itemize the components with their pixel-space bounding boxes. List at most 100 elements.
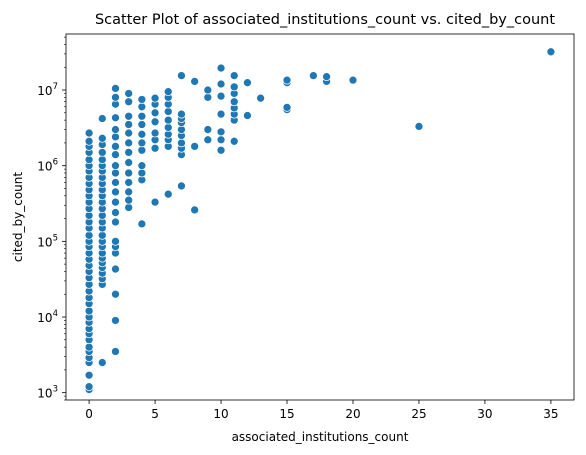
data-point	[229, 71, 239, 80]
data-point	[84, 155, 94, 165]
data-point	[111, 236, 120, 246]
data-point	[84, 306, 94, 316]
data-point	[216, 127, 226, 137]
data-point	[216, 135, 226, 145]
data-point	[84, 370, 94, 380]
data-point	[163, 107, 173, 116]
y-tick-base: 10	[37, 235, 52, 249]
y-axis-label: cited_by_count	[11, 172, 25, 263]
data-point	[111, 187, 120, 197]
y-tick-base: 10	[37, 387, 52, 401]
data-point	[229, 82, 239, 92]
data-point	[124, 203, 134, 212]
x-tick-label: 30	[477, 407, 492, 421]
x-tick-label: 25	[411, 407, 426, 421]
plot-area	[66, 34, 574, 400]
data-point	[137, 111, 147, 121]
data-point	[137, 161, 147, 171]
data-point	[97, 114, 107, 123]
data-point	[97, 231, 107, 240]
data-point	[216, 109, 226, 119]
data-point	[124, 158, 134, 167]
data-point	[97, 148, 107, 157]
y-tick-label: 106	[37, 158, 58, 174]
data-point	[111, 217, 120, 227]
data-point	[163, 115, 173, 125]
data-point	[84, 231, 94, 240]
data-point	[137, 168, 147, 178]
data-point	[124, 120, 134, 129]
data-point	[137, 138, 147, 148]
data-point	[256, 93, 265, 103]
data-point	[124, 187, 134, 197]
data-point	[124, 168, 134, 178]
y-tick-exponent: 5	[53, 233, 58, 243]
y-tick-base: 10	[37, 160, 52, 174]
data-point	[124, 138, 134, 148]
data-point	[309, 71, 318, 80]
data-point	[216, 63, 226, 73]
data-point	[111, 197, 120, 207]
x-axis: 0 5 10 15 20 25 30 35	[85, 400, 559, 421]
data-point	[111, 84, 120, 93]
data-point	[348, 75, 358, 85]
data-point	[124, 111, 134, 121]
data-point	[243, 78, 252, 88]
data-point	[137, 102, 147, 112]
data-point	[124, 178, 134, 187]
data-point	[150, 117, 160, 127]
y-tick-base: 10	[37, 84, 52, 98]
y-tick-label: 107	[37, 82, 58, 98]
data-point	[150, 93, 160, 103]
data-point	[177, 109, 186, 119]
data-point	[203, 125, 213, 134]
data-point	[546, 47, 556, 57]
data-points	[84, 47, 556, 394]
data-point	[163, 123, 173, 132]
data-point	[282, 75, 292, 85]
data-point	[97, 155, 107, 165]
y-tick-label: 104	[37, 309, 58, 325]
data-point	[111, 168, 120, 178]
x-tick-label: 10	[213, 407, 228, 421]
data-point	[111, 178, 120, 187]
data-point	[177, 181, 186, 191]
data-point	[322, 72, 331, 82]
data-point	[111, 161, 120, 171]
data-point	[111, 316, 120, 325]
data-point	[124, 89, 134, 98]
data-point	[150, 128, 160, 138]
data-point	[84, 128, 94, 138]
data-point	[111, 92, 120, 102]
data-point	[150, 108, 160, 118]
x-tick-label: 15	[279, 407, 294, 421]
data-point	[97, 133, 107, 143]
data-point	[84, 136, 94, 146]
data-point	[190, 142, 199, 151]
data-point	[216, 79, 226, 89]
data-point	[111, 142, 120, 151]
data-point	[177, 71, 186, 80]
x-tick-label: 5	[151, 407, 159, 421]
y-tick-label: 103	[37, 385, 58, 401]
data-point	[150, 197, 160, 207]
data-point	[111, 113, 120, 123]
data-point	[282, 103, 292, 112]
data-point	[111, 347, 120, 356]
data-point	[163, 87, 173, 97]
data-point	[137, 145, 147, 155]
data-point	[84, 382, 94, 392]
data-point	[124, 97, 134, 107]
data-point	[84, 342, 94, 352]
y-tick-base: 10	[37, 311, 52, 325]
data-point	[203, 92, 213, 102]
data-point	[203, 135, 213, 145]
data-point	[124, 195, 134, 205]
data-point	[163, 189, 173, 199]
data-point	[150, 143, 160, 153]
data-point	[137, 219, 147, 229]
data-point	[216, 145, 226, 155]
data-point	[203, 85, 213, 95]
